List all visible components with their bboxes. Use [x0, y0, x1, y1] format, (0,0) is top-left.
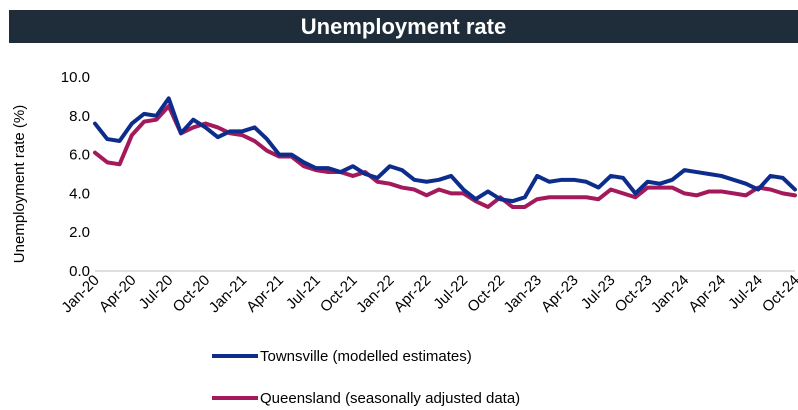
- y-tick-label: 4.0: [69, 185, 90, 202]
- x-tick-label: Oct-20: [170, 272, 214, 316]
- x-tick-label: Jul-21: [283, 272, 324, 313]
- x-tick-label: Jan-24: [648, 272, 692, 316]
- legend-label: Queensland (seasonally adjusted data): [260, 390, 520, 407]
- series-lines: [93, 96, 797, 209]
- y-tick-label: 2.0: [69, 224, 90, 241]
- x-tick-label: Apr-23: [538, 272, 582, 316]
- chart-title: Unemployment rate: [300, 14, 507, 39]
- x-tick-label: Apr-24: [685, 272, 729, 316]
- series-line-queensland: [93, 104, 797, 209]
- series-line-townsville: [93, 96, 797, 204]
- x-tick-label: Jul-23: [578, 272, 619, 313]
- x-tick-label: Jul-20: [136, 272, 177, 313]
- y-tick-label: 10.0: [61, 69, 90, 86]
- y-tick-label: 6.0: [69, 147, 90, 164]
- x-tick-label: Jan-23: [500, 272, 544, 316]
- x-tick-label: Jul-24: [725, 272, 766, 313]
- y-tick-label: 8.0: [69, 108, 90, 125]
- x-tick-label: Oct-23: [612, 272, 656, 316]
- x-tick-label: Jan-21: [206, 272, 250, 316]
- chart-title-bar: Unemployment rate: [9, 10, 798, 43]
- x-tick-label: Jan-22: [353, 272, 397, 316]
- x-tick-label: Oct-22: [464, 272, 508, 316]
- x-tick-label: Oct-24: [759, 272, 798, 316]
- x-tick-label: Apr-20: [96, 272, 140, 316]
- legend: Townsville (modelled estimates) Queenslan…: [212, 348, 520, 407]
- y-axis-title: Unemployment rate (%): [11, 105, 28, 263]
- x-tick-label: Jul-22: [430, 272, 471, 313]
- x-tick-label: Apr-22: [391, 272, 435, 316]
- legend-label: Townsville (modelled estimates): [260, 348, 472, 365]
- y-tick-label: 0.0: [69, 263, 90, 280]
- x-tick-label: Oct-21: [317, 272, 361, 316]
- x-tick-label: Apr-21: [243, 272, 287, 316]
